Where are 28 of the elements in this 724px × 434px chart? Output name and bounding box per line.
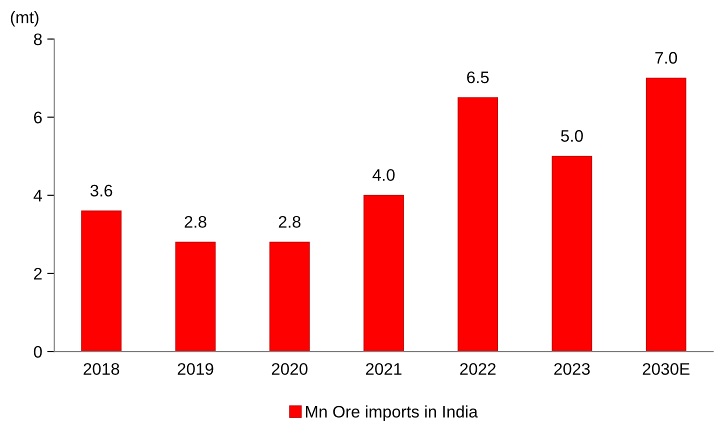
data-label: 3.6	[90, 184, 112, 197]
y-tick-label: 4	[34, 190, 42, 202]
y-tick-label: 0	[34, 346, 42, 358]
bar	[269, 242, 310, 352]
x-tick-label: 2022	[460, 363, 496, 375]
bar	[458, 97, 498, 352]
x-tick-label: 2030E	[642, 363, 690, 375]
bar	[175, 242, 216, 352]
y-tick-label: 2	[34, 268, 42, 280]
x-tick-label: 2019	[178, 363, 214, 375]
data-label: 7.0	[655, 52, 678, 64]
bar	[81, 210, 122, 352]
x-tick-label: 2023	[554, 363, 590, 375]
legend-label: Mn Ore imports in India	[306, 405, 478, 421]
bar	[646, 78, 686, 352]
y-axis-title: (mt)	[10, 11, 38, 27]
data-label: 2.8	[184, 216, 206, 228]
data-label: 2.8	[278, 216, 300, 228]
y-tick-label: 6	[34, 112, 42, 124]
x-tick-label: 2020	[272, 363, 308, 375]
x-tick-label: 2021	[366, 363, 402, 375]
bar	[552, 156, 592, 352]
x-tick-label: 2018	[84, 363, 120, 375]
data-label: 6.5	[467, 71, 489, 84]
data-label: 5.0	[561, 130, 583, 142]
data-label: 4.0	[372, 169, 395, 181]
y-tick-label: 8	[34, 33, 42, 46]
bar	[364, 194, 404, 352]
